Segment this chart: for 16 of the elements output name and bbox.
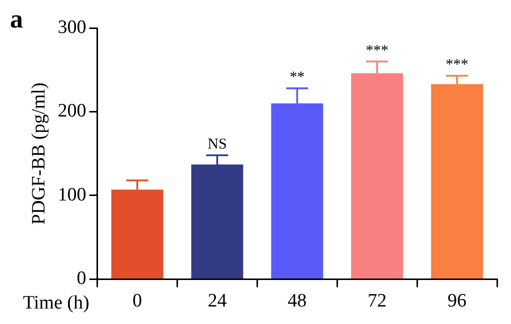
x-tick-label: 0 [132, 290, 142, 312]
y-tick-label: 0 [76, 268, 86, 290]
y-tick-label: 100 [58, 184, 86, 206]
x-axis-title: Time (h) [22, 292, 90, 314]
annotation: *** [446, 57, 468, 74]
x-tick-label: 48 [288, 290, 307, 312]
y-axis-title: PDGF-BB (pg/ml) [28, 82, 50, 225]
y-tick-label: 300 [58, 16, 86, 38]
text: a [10, 4, 23, 34]
x-tick-label: 24 [208, 290, 228, 312]
x-tick-label: 72 [368, 290, 387, 312]
x-tick-label: 96 [448, 290, 467, 312]
annotation: *** [366, 42, 388, 59]
annotation: ** [290, 70, 305, 86]
annotation: NS [208, 136, 227, 153]
y-tick-label: 200 [58, 100, 86, 122]
